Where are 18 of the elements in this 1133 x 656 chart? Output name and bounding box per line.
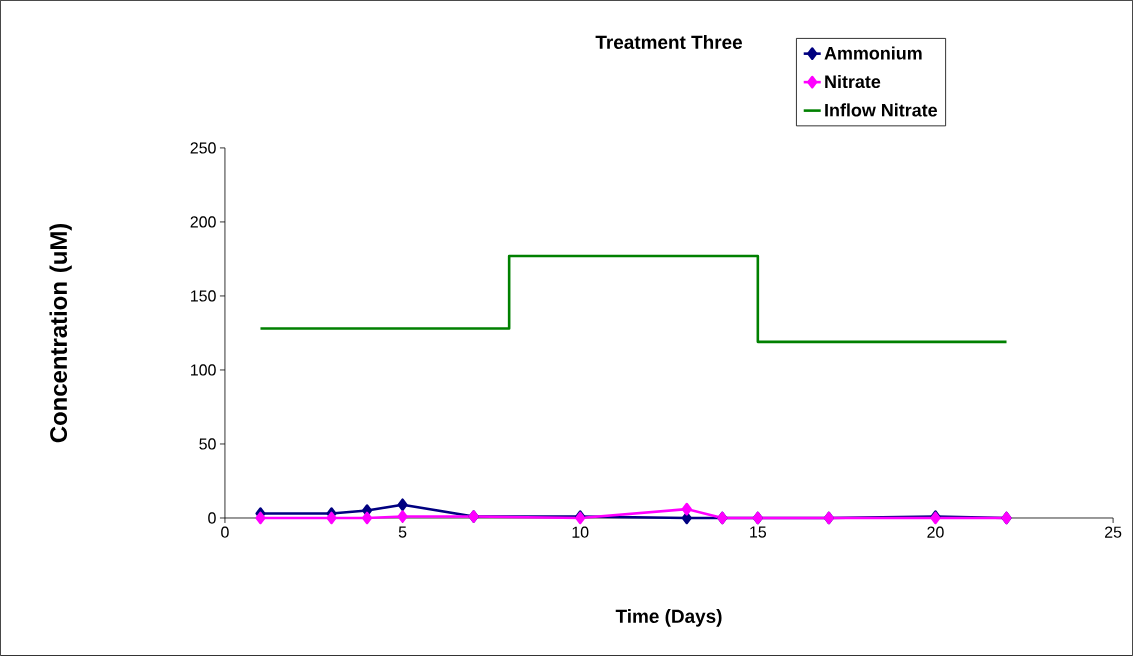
x-tick-label: 5 (398, 526, 407, 538)
x-tick-label: 0 (221, 526, 229, 538)
y-tick-label: 50 (199, 438, 216, 450)
x-tick-label: 25 (1105, 526, 1122, 538)
y-tick-label: 150 (191, 290, 216, 302)
x-axis-title: Time (Days) (615, 609, 722, 627)
y-tick-label: 100 (191, 364, 216, 376)
legend-label: Nitrate (825, 74, 881, 89)
x-tick-label: 10 (572, 526, 589, 538)
x-tick-label: 15 (750, 526, 767, 538)
y-tick-label: 0 (208, 512, 216, 524)
legend-label: Ammonium (824, 46, 922, 60)
y-tick-label: 200 (190, 216, 216, 228)
y-tick-label: 250 (190, 142, 216, 154)
y-axis-title: Concentration (uM) (49, 223, 72, 443)
chart-title: Treatment Three (595, 35, 742, 50)
legend-label: Inflow Nitrate (825, 103, 937, 117)
x-tick-label: 20 (927, 526, 944, 538)
